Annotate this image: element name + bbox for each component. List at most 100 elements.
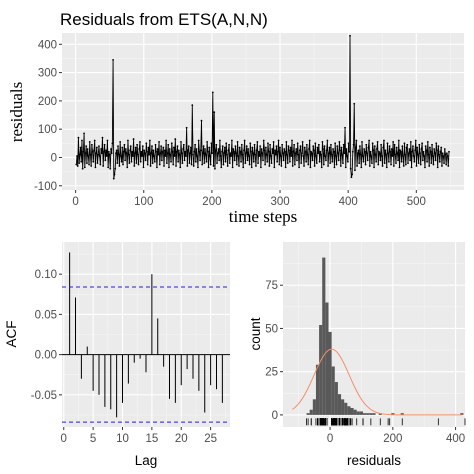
residual-point bbox=[285, 141, 288, 143]
residual-point bbox=[131, 150, 134, 153]
residual-point bbox=[204, 153, 207, 156]
residual-point bbox=[174, 138, 177, 140]
residual-point bbox=[264, 163, 267, 166]
residual-point bbox=[342, 162, 344, 165]
residual-point bbox=[439, 150, 442, 153]
residual-point bbox=[347, 142, 350, 145]
residual-point bbox=[185, 126, 188, 129]
residual-point bbox=[153, 155, 156, 157]
residual-point bbox=[203, 162, 206, 165]
y-tick-label: 0 bbox=[51, 152, 57, 164]
residual-point bbox=[433, 148, 436, 150]
residual-point bbox=[121, 146, 124, 149]
residual-point bbox=[271, 148, 274, 150]
residual-point bbox=[359, 145, 361, 148]
residual-point bbox=[373, 145, 376, 148]
y-tick-label: 0.00 bbox=[35, 350, 57, 362]
residual-point bbox=[178, 153, 181, 156]
residual-point bbox=[346, 155, 349, 157]
x-tick-label: 0 bbox=[61, 433, 67, 445]
residual-point bbox=[314, 142, 317, 145]
residual-point bbox=[117, 145, 119, 148]
residual-point bbox=[185, 155, 187, 157]
residual-point bbox=[260, 148, 263, 150]
residual-point bbox=[303, 146, 306, 149]
residual-point bbox=[194, 143, 197, 146]
residual-point bbox=[187, 145, 190, 148]
residual-point bbox=[447, 165, 450, 167]
residual-point bbox=[92, 160, 95, 163]
residual-point bbox=[349, 34, 351, 37]
residual-point bbox=[177, 160, 180, 163]
residual-point bbox=[97, 153, 100, 156]
residual-point bbox=[187, 149, 189, 152]
residual-point bbox=[358, 162, 361, 165]
residual-point bbox=[148, 139, 151, 142]
residual-point bbox=[142, 166, 145, 169]
residual-point bbox=[417, 162, 420, 165]
residual-point bbox=[90, 165, 93, 167]
residual-point bbox=[145, 142, 148, 145]
residual-point bbox=[267, 142, 269, 145]
residual-point bbox=[160, 145, 163, 148]
y-tick-label: 0.10 bbox=[35, 269, 57, 281]
residual-point bbox=[115, 152, 117, 155]
residual-point bbox=[321, 141, 324, 143]
residual-point bbox=[88, 141, 91, 143]
residual-point bbox=[296, 142, 299, 145]
residual-point bbox=[93, 149, 95, 152]
residual-point bbox=[238, 165, 240, 167]
residual-point bbox=[407, 162, 409, 165]
residual-point bbox=[268, 165, 271, 167]
residual-point bbox=[223, 152, 226, 155]
residual-point bbox=[208, 146, 211, 149]
residual-point bbox=[140, 150, 143, 153]
residual-point bbox=[414, 149, 416, 152]
residual-point bbox=[111, 142, 114, 145]
residual-point bbox=[223, 146, 226, 149]
acf-bars bbox=[62, 252, 230, 418]
residual-point bbox=[280, 165, 283, 167]
residual-point bbox=[291, 139, 293, 142]
residual-point bbox=[327, 152, 330, 155]
residual-point bbox=[263, 149, 266, 152]
y-tick-label: -0.05 bbox=[31, 390, 57, 402]
residual-point bbox=[250, 150, 252, 153]
residual-point bbox=[99, 163, 102, 166]
residual-point bbox=[431, 143, 433, 146]
residual-point bbox=[173, 146, 175, 149]
histogram-x-axis-ticks: 0 200 400 bbox=[327, 427, 465, 445]
histogram-bar bbox=[391, 413, 395, 415]
residual-point bbox=[108, 153, 111, 156]
residual-point bbox=[209, 163, 212, 166]
residual-point bbox=[408, 148, 411, 150]
residual-point bbox=[340, 146, 343, 149]
residual-point bbox=[342, 143, 345, 146]
residual-point bbox=[335, 163, 338, 166]
residual-point bbox=[234, 145, 237, 148]
y-tick-label: 25 bbox=[265, 367, 278, 379]
residual-point bbox=[173, 155, 176, 157]
residual-point bbox=[278, 163, 281, 166]
residual-point bbox=[432, 163, 435, 166]
x-tick-label: 200 bbox=[383, 433, 402, 445]
residual-point bbox=[257, 162, 259, 165]
residual-point bbox=[229, 152, 232, 155]
residual-point bbox=[412, 155, 415, 157]
residual-point bbox=[247, 148, 250, 150]
residual-point bbox=[289, 146, 292, 149]
residual-point bbox=[199, 159, 201, 162]
residual-point bbox=[298, 166, 300, 169]
residual-point bbox=[226, 165, 229, 167]
residual-point bbox=[205, 160, 208, 163]
residual-point bbox=[286, 162, 289, 165]
residual-point bbox=[78, 153, 81, 156]
residual-point bbox=[147, 146, 150, 149]
residual-point bbox=[425, 149, 428, 152]
residual-series-points bbox=[75, 34, 450, 180]
residual-point bbox=[137, 163, 140, 166]
residual-point bbox=[167, 143, 170, 146]
residual-point bbox=[225, 142, 228, 145]
residual-point bbox=[386, 142, 389, 145]
